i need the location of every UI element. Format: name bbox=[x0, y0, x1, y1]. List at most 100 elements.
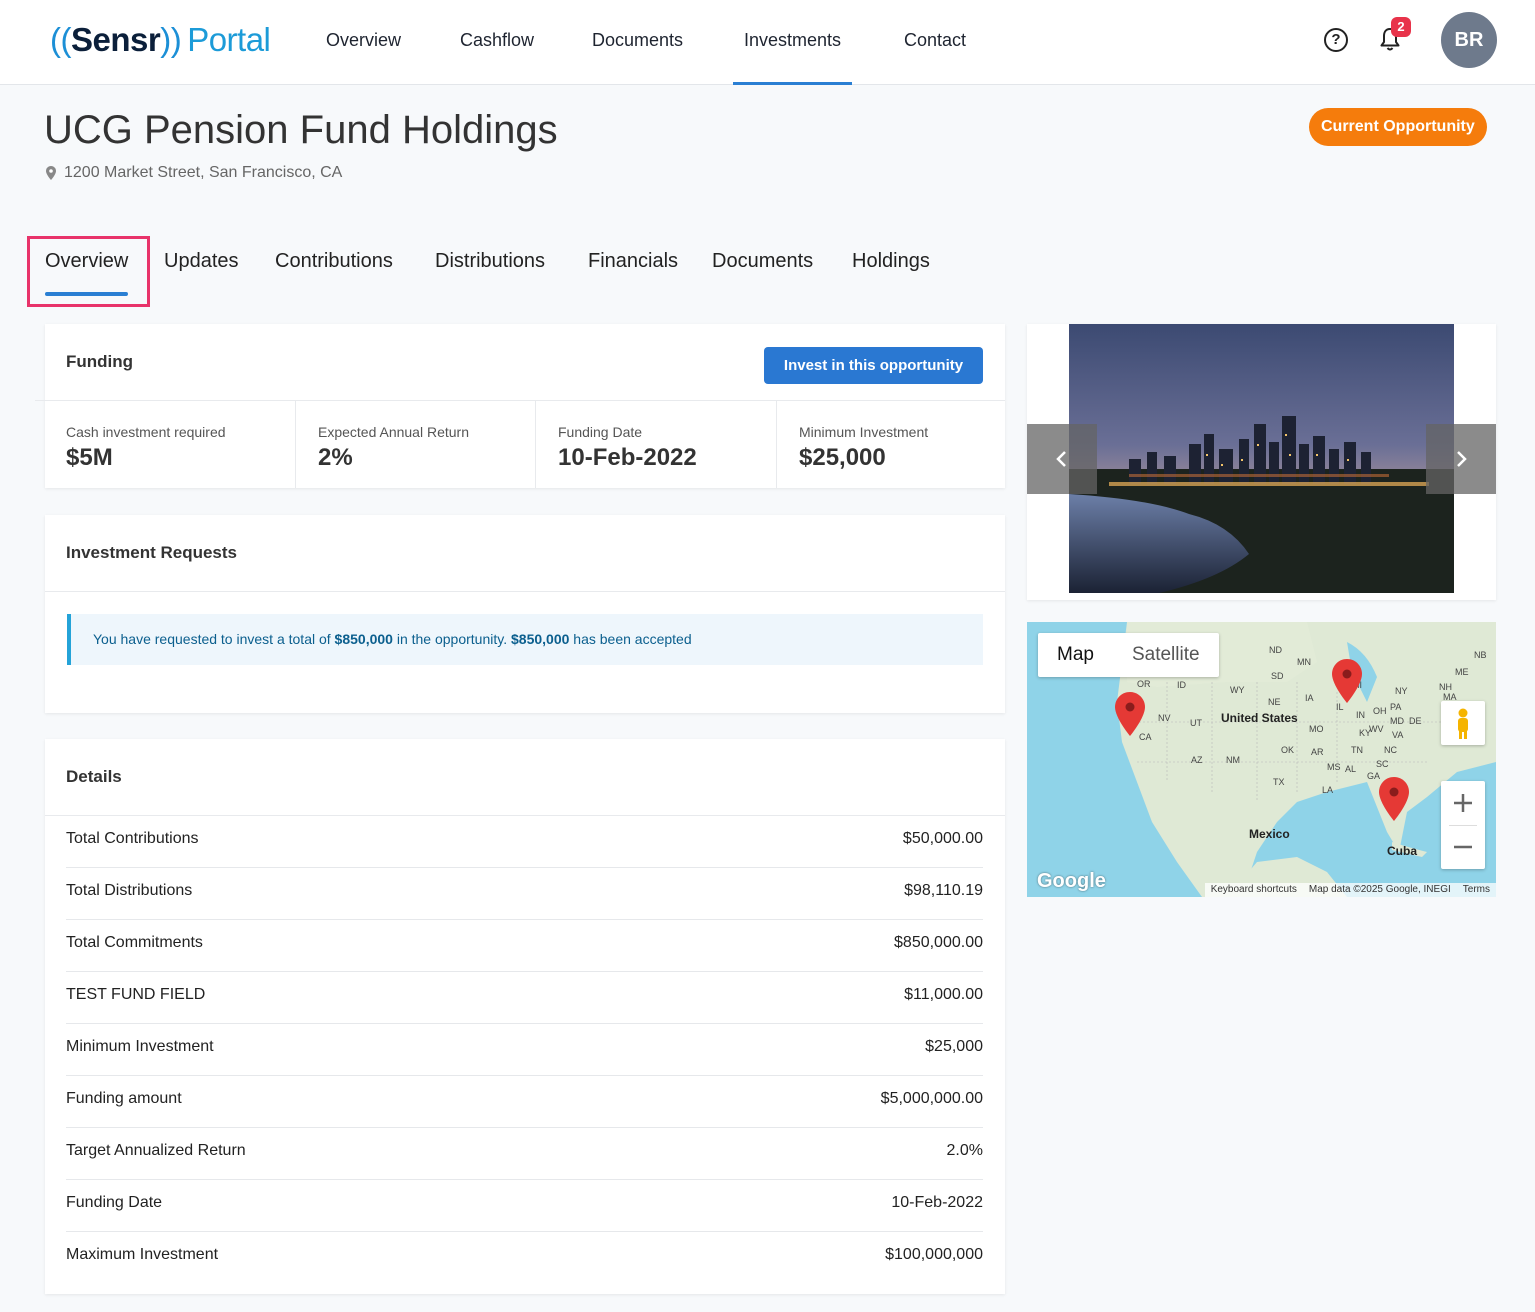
metric-separator bbox=[295, 400, 296, 488]
invest-button[interactable]: Invest in this opportunity bbox=[764, 347, 983, 384]
image-carousel bbox=[1027, 324, 1496, 600]
metric-label: Cash investment required bbox=[66, 424, 226, 440]
map-label-ms: MS bbox=[1327, 762, 1341, 772]
detail-value: $98,110.19 bbox=[904, 882, 983, 899]
nav-overview[interactable]: Overview bbox=[326, 30, 402, 50]
map-label-tx: TX bbox=[1273, 777, 1285, 787]
map-label-wy: WY bbox=[1230, 685, 1245, 695]
nav-investments[interactable]: Investments bbox=[732, 0, 853, 85]
map-label-ia: IA bbox=[1305, 693, 1314, 703]
help-icon[interactable]: ? bbox=[1324, 28, 1348, 52]
map-marker-icon[interactable] bbox=[1115, 692, 1145, 736]
pegman-icon bbox=[1458, 708, 1468, 739]
map-label-nb: NB bbox=[1474, 650, 1487, 660]
map-label-va: VA bbox=[1392, 730, 1404, 740]
carousel-prev-button[interactable] bbox=[1027, 424, 1097, 494]
tab-financials[interactable]: Financials bbox=[588, 250, 679, 272]
detail-value: 2.0% bbox=[946, 1142, 983, 1159]
detail-label: Maximum Investment bbox=[66, 1246, 219, 1263]
detail-value: $50,000.00 bbox=[902, 830, 983, 847]
map-marker-icon[interactable] bbox=[1332, 659, 1362, 703]
active-tab-highlight bbox=[27, 236, 150, 307]
terms-link[interactable]: Terms bbox=[1462, 884, 1490, 895]
map-type-satellite-button[interactable]: Satellite bbox=[1131, 644, 1200, 665]
zoom-out-icon[interactable] bbox=[1441, 825, 1485, 869]
detail-label: TEST FUND FIELD bbox=[66, 986, 206, 1003]
google-logo: Google bbox=[1037, 870, 1106, 892]
map-label-nd: ND bbox=[1269, 645, 1282, 655]
requests-divider bbox=[45, 591, 1005, 592]
detail-value: $850,000.00 bbox=[894, 934, 983, 951]
page-title: UCG Pension Fund Holdings bbox=[44, 108, 558, 152]
nav-documents[interactable]: Documents bbox=[592, 30, 684, 50]
top-navigation-bar: ((Sensr)) Portal Overview Cashflow Docume… bbox=[0, 0, 1535, 85]
chevron-left-icon bbox=[1056, 451, 1066, 467]
location-map[interactable]: OR ID WY NV UT CA AZ NM TX OK ND SD NE M… bbox=[1027, 622, 1496, 897]
map-label-ky: KY bbox=[1359, 728, 1372, 738]
zoom-controls bbox=[1441, 781, 1485, 869]
map-data-attribution: Map data ©2025 Google, INEGI bbox=[1308, 884, 1451, 895]
keyboard-shortcuts-link[interactable]: Keyboard shortcuts bbox=[1210, 884, 1297, 895]
metric-value: $5M bbox=[66, 444, 113, 471]
map-type-map-button[interactable]: Map bbox=[1057, 644, 1094, 665]
map-label-or: OR bbox=[1137, 679, 1151, 689]
detail-row-funding-date: Funding Date 10-Feb-2022 bbox=[66, 1180, 983, 1232]
map-label-ma: MA bbox=[1443, 692, 1457, 702]
detail-value: 10-Feb-2022 bbox=[891, 1194, 983, 1211]
map-label-nm: NM bbox=[1226, 755, 1240, 765]
tab-holdings[interactable]: Holdings bbox=[852, 250, 930, 272]
map-label-ne: NE bbox=[1268, 697, 1281, 707]
map-label-sd: SD bbox=[1271, 671, 1284, 681]
nav-contact[interactable]: Contact bbox=[904, 30, 967, 50]
tab-documents[interactable]: Documents bbox=[712, 250, 814, 272]
map-marker-icon[interactable] bbox=[1379, 777, 1409, 821]
metric-value: 10-Feb-2022 bbox=[558, 444, 697, 471]
map-label-pa: PA bbox=[1390, 702, 1402, 712]
map-label-wv: WV bbox=[1369, 724, 1384, 734]
tab-contributions[interactable]: Contributions bbox=[275, 250, 393, 272]
street-view-pegman-button[interactable] bbox=[1441, 701, 1485, 745]
requested-amount: $850,000 bbox=[334, 631, 393, 647]
logo-paren-left: (( bbox=[50, 21, 71, 58]
detail-label: Funding amount bbox=[66, 1090, 182, 1107]
map-label-cuba: Cuba bbox=[1387, 844, 1417, 858]
tab-distributions[interactable]: Distributions bbox=[435, 250, 546, 272]
metric-value: $25,000 bbox=[799, 444, 886, 471]
map-label-mn: MN bbox=[1297, 657, 1311, 667]
investment-request-message: You have requested to invest a total of … bbox=[67, 614, 983, 665]
tab-overview[interactable]: Overview bbox=[45, 250, 129, 296]
status-badge: Current Opportunity bbox=[1309, 108, 1487, 146]
map-label-mo: MO bbox=[1309, 724, 1324, 734]
funding-title: Funding bbox=[66, 352, 134, 371]
metric-value: 2% bbox=[318, 444, 353, 471]
map-label-nc: NC bbox=[1384, 745, 1397, 755]
metric-separator bbox=[535, 400, 536, 488]
map-label-de: DE bbox=[1409, 716, 1422, 726]
zoom-in-icon[interactable] bbox=[1441, 781, 1485, 825]
metric-label: Funding Date bbox=[558, 424, 643, 440]
nav-cashflow[interactable]: Cashflow bbox=[460, 30, 535, 50]
address-text: 1200 Market Street, San Francisco, CA bbox=[64, 164, 343, 181]
location-pin-icon bbox=[46, 166, 56, 180]
detail-row-test-fund-field: TEST FUND FIELD $11,000.00 bbox=[66, 972, 983, 1024]
map-label-sc: SC bbox=[1376, 759, 1389, 769]
user-avatar[interactable]: BR bbox=[1441, 12, 1497, 68]
map-label-united-states: United States bbox=[1221, 711, 1298, 725]
message-suffix: has been accepted bbox=[569, 631, 692, 647]
logo-paren-right: )) bbox=[160, 21, 182, 58]
property-photo bbox=[1069, 324, 1454, 593]
map-label-ga: GA bbox=[1367, 771, 1381, 781]
logo-brand: Sensr bbox=[70, 21, 161, 58]
investment-requests-title: Investment Requests bbox=[66, 543, 237, 562]
map-footer: Keyboard shortcuts Map data ©2025 Google… bbox=[1204, 883, 1496, 897]
tab-updates[interactable]: Updates bbox=[164, 250, 239, 272]
map-label-al: AL bbox=[1345, 764, 1357, 774]
map-type-toggle: Map Satellite bbox=[1038, 633, 1219, 677]
sensr-portal-logo[interactable]: ((Sensr)) Portal bbox=[50, 18, 271, 62]
metric-label: Expected Annual Return bbox=[318, 424, 469, 440]
detail-label: Minimum Investment bbox=[66, 1038, 214, 1055]
map-label-me: ME bbox=[1455, 667, 1469, 677]
detail-row-maximum-investment: Maximum Investment $100,000,000 bbox=[66, 1232, 983, 1284]
map-label-ca: CA bbox=[1139, 732, 1152, 742]
carousel-next-button[interactable] bbox=[1426, 424, 1496, 494]
